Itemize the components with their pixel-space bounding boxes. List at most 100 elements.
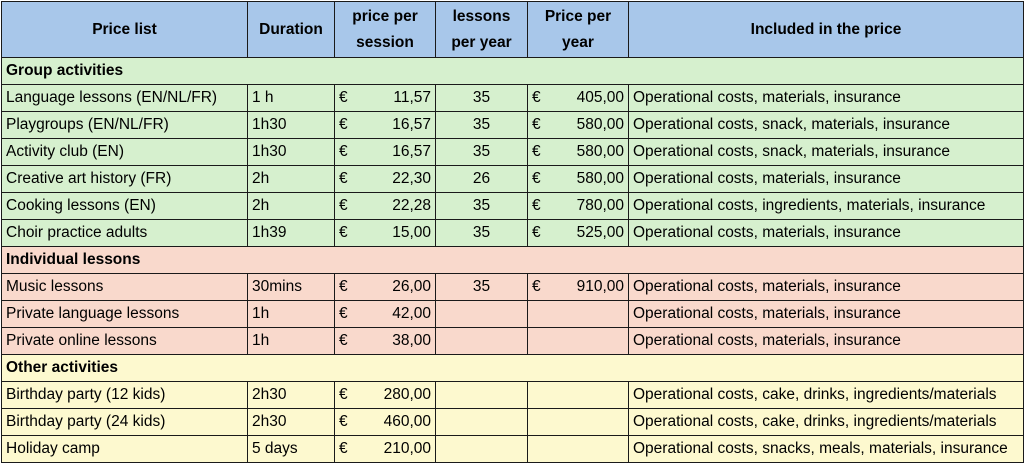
price-per-year-cell-value: 580,00 [576, 143, 624, 160]
duration-cell: 2h30 [247, 408, 335, 436]
price-per-session-cell: €16,57 [334, 111, 436, 139]
included-cell: Operational costs, materials, insurance [628, 219, 1024, 247]
price-per-session-cell: €210,00 [334, 435, 436, 463]
price-per-year-cell-value: 580,00 [576, 116, 624, 133]
activity-name: Playgroups (EN/NL/FR) [1, 111, 248, 139]
header-duration: Duration [247, 1, 335, 58]
lessons-per-year-cell: 35 [435, 138, 528, 166]
table-row: Choir practice adults 1h39 €15,00 35 €525,00… [1, 219, 1024, 247]
price-per-session-cell-amount: €42,00 [339, 305, 431, 323]
price-per-year-cell-amount: €780,00 [532, 197, 624, 215]
table-row: Private online lessons 1h €38,00 Operationa… [1, 327, 1024, 355]
price-per-session-cell: €280,00 [334, 381, 436, 409]
price-per-year-cell: €580,00 [527, 111, 629, 139]
duration-cell: 1h39 [247, 219, 335, 247]
table-row: Birthday party (24 kids) 2h30 €460,00 Opera… [1, 408, 1024, 436]
currency-symbol: € [339, 440, 348, 457]
currency-symbol: € [339, 278, 348, 295]
header-lessons-per-year: lessons per year [435, 1, 528, 58]
currency-symbol: € [532, 116, 541, 133]
included-cell: Operational costs, materials, insurance [628, 273, 1024, 301]
currency-symbol: € [532, 170, 541, 187]
activity-name: Private online lessons [1, 327, 248, 355]
currency-symbol: € [532, 197, 541, 214]
price-per-session-cell-amount: €22,28 [339, 197, 431, 215]
price-per-year-cell-value: 780,00 [576, 197, 624, 214]
lessons-per-year-cell [435, 435, 528, 463]
activity-name: Birthday party (12 kids) [1, 381, 248, 409]
currency-symbol: € [339, 332, 348, 349]
price-per-session-cell-value: 22,28 [392, 197, 431, 214]
table-row: Activity club (EN) 1h30 €16,57 35 €580,00 Ope… [1, 138, 1024, 166]
table-row: Cooking lessons (EN) 2h €22,28 35 €780,00 Ope… [1, 192, 1024, 220]
price-per-year-cell: €405,00 [527, 84, 629, 112]
included-cell: Operational costs, snack, materials, ins… [628, 138, 1024, 166]
duration-cell: 1h30 [247, 111, 335, 139]
table-row: Playgroups (EN/NL/FR) 1h30 €16,57 35 €580,00… [1, 111, 1024, 139]
activity-name: Private language lessons [1, 300, 248, 328]
price-per-session-cell-amount: €22,30 [339, 170, 431, 188]
price-per-year-cell [527, 408, 629, 436]
price-per-session-cell: €22,30 [334, 165, 436, 193]
lessons-per-year-cell [435, 381, 528, 409]
lessons-per-year-cell [435, 327, 528, 355]
included-cell: Operational costs, cake, drinks, ingredi… [628, 408, 1024, 436]
price-per-year-cell [527, 381, 629, 409]
currency-symbol: € [532, 278, 541, 295]
table-row: Music lessons 30mins €26,00 35 €910,00 Operat… [1, 273, 1024, 301]
lessons-per-year-cell [435, 300, 528, 328]
price-per-session-cell-value: 42,00 [392, 305, 431, 322]
included-cell: Operational costs, materials, insurance [628, 300, 1024, 328]
duration-cell: 1h [247, 300, 335, 328]
currency-symbol: € [339, 413, 348, 430]
price-per-year-cell-amount: €580,00 [532, 116, 624, 134]
table-row: Birthday party (12 kids) 2h30 €280,00 Opera… [1, 381, 1024, 409]
currency-symbol: € [339, 305, 348, 322]
currency-symbol: € [339, 197, 348, 214]
included-cell: Operational costs, snacks, meals, materi… [628, 435, 1024, 463]
price-per-session-cell-amount: €210,00 [339, 440, 431, 458]
activity-name: Language lessons (EN/NL/FR) [1, 84, 248, 112]
table-row: Creative art history (FR) 2h €22,30 26 €580,… [1, 165, 1024, 193]
lessons-per-year-cell: 35 [435, 111, 528, 139]
included-cell: Operational costs, materials, insurance [628, 327, 1024, 355]
price-per-year-cell-value: 580,00 [576, 170, 624, 187]
currency-symbol: € [339, 224, 348, 241]
price-per-session-cell-amount: €280,00 [339, 386, 431, 404]
currency-symbol: € [532, 224, 541, 241]
header-price-list: Price list [1, 1, 248, 58]
price-per-year-cell [527, 435, 629, 463]
price-per-year-cell: €910,00 [527, 273, 629, 301]
price-per-year-cell-amount: €405,00 [532, 89, 624, 107]
included-cell: Operational costs, materials, insurance [628, 165, 1024, 193]
section-title: Individual lessons [1, 246, 1024, 274]
header-row: Price list Duration price per session le… [1, 1, 1024, 58]
currency-symbol: € [339, 116, 348, 133]
table-row: Holiday camp 5 days €210,00 Operational cos… [1, 435, 1024, 463]
price-per-session-cell: €11,57 [334, 84, 436, 112]
price-per-session-cell-amount: €38,00 [339, 332, 431, 350]
table-row: Language lessons (EN/NL/FR) 1 h €11,57 35 €4… [1, 84, 1024, 112]
currency-symbol: € [532, 89, 541, 106]
included-cell: Operational costs, snack, materials, ins… [628, 111, 1024, 139]
price-per-session-cell-amount: €15,00 [339, 224, 431, 242]
price-per-session-cell: €460,00 [334, 408, 436, 436]
price-per-session-cell-value: 16,57 [392, 143, 431, 160]
price-per-session-cell: €26,00 [334, 273, 436, 301]
price-per-session-cell-amount: €460,00 [339, 413, 431, 431]
lessons-per-year-cell: 35 [435, 273, 528, 301]
section-header-row: Individual lessons [1, 246, 1024, 274]
duration-cell: 2h [247, 165, 335, 193]
price-per-session-cell-value: 16,57 [392, 116, 431, 133]
price-per-session-cell: €38,00 [334, 327, 436, 355]
price-per-year-cell: €780,00 [527, 192, 629, 220]
lessons-per-year-cell: 26 [435, 165, 528, 193]
activity-name: Choir practice adults [1, 219, 248, 247]
currency-symbol: € [339, 386, 348, 403]
price-per-year-cell: €580,00 [527, 165, 629, 193]
price-per-year-cell: €525,00 [527, 219, 629, 247]
currency-symbol: € [339, 143, 348, 160]
price-per-year-cell-value: 910,00 [576, 278, 624, 295]
price-per-year-cell-amount: €580,00 [532, 143, 624, 161]
